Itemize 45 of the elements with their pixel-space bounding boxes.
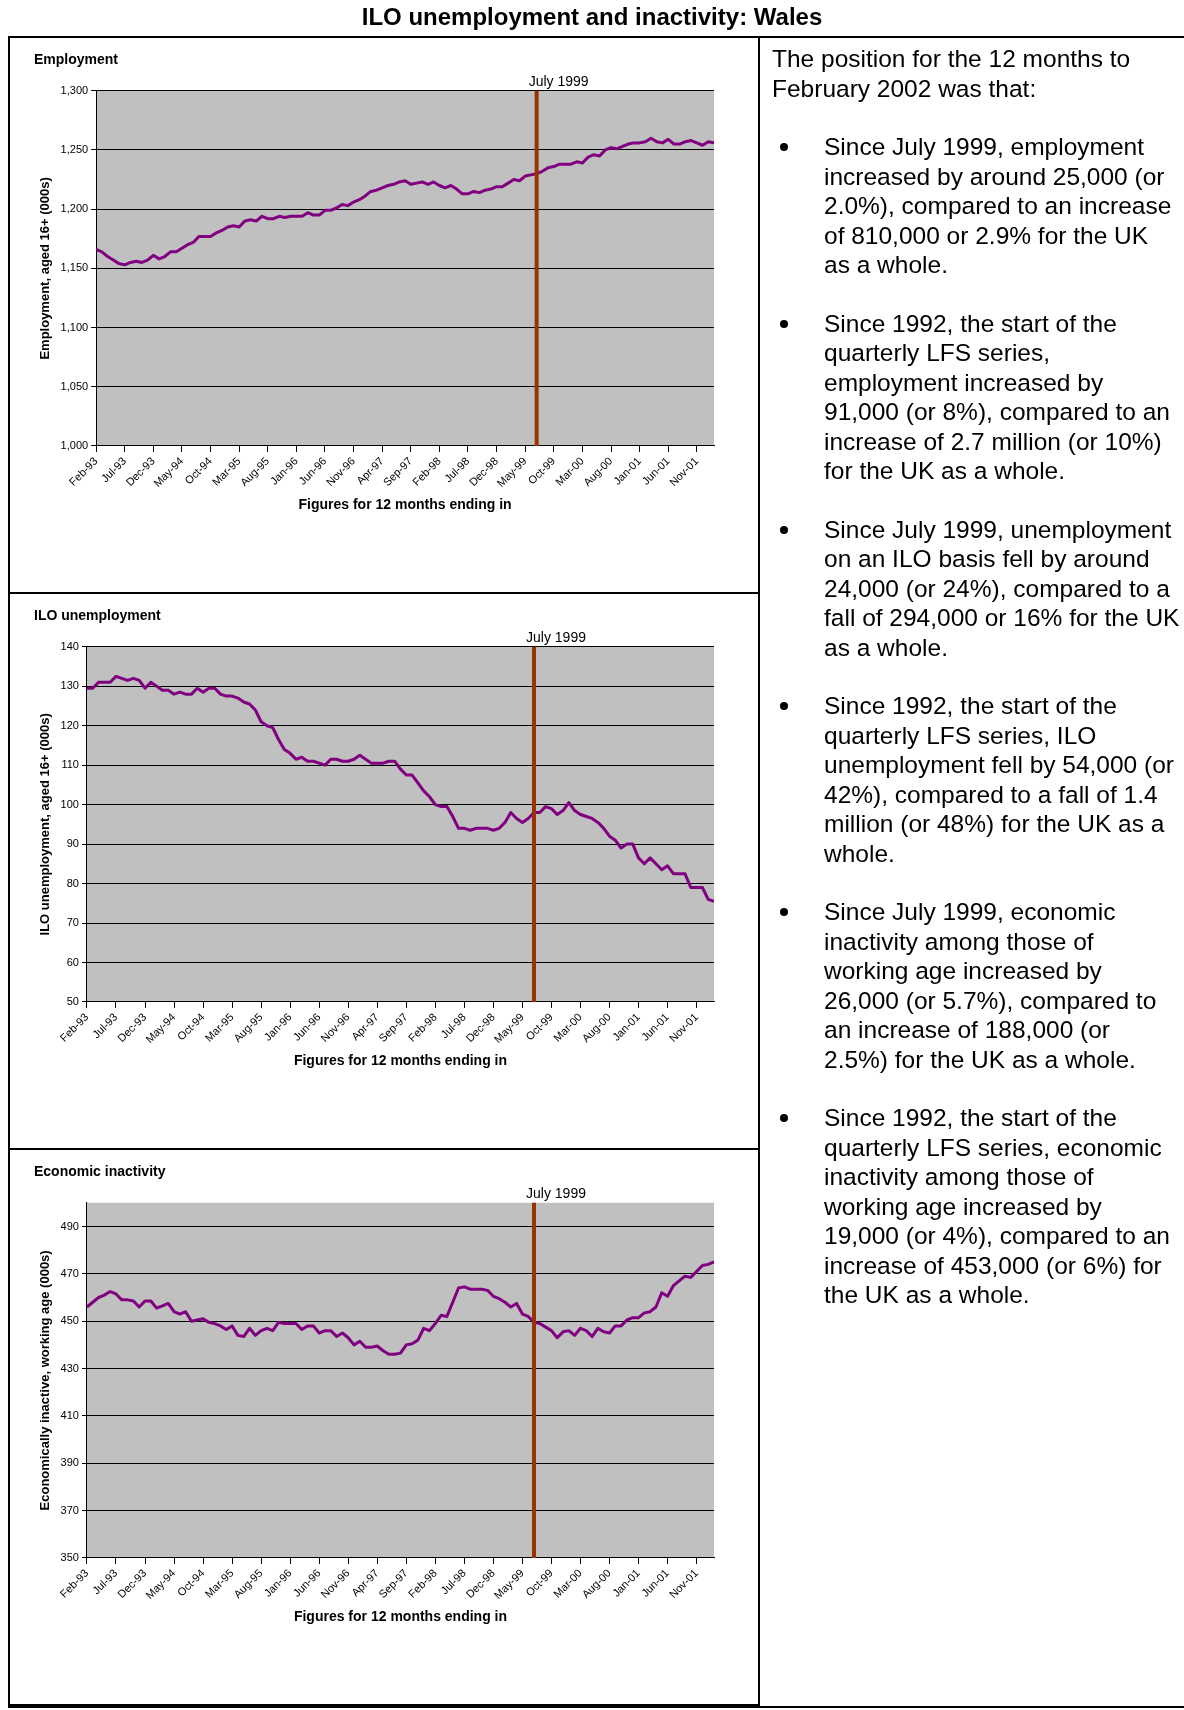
y-tick-label: 140	[60, 639, 79, 652]
text: Since 1992, the start of the quarterly LFS series, economic inactivity among those of working age increased by 19,000 (or 4%), compared to an increase of 453,000 (or 6%) for the UK as a whole.	[823, 1103, 1171, 1310]
ref-line-label: July 1999	[528, 72, 589, 89]
x-axis-title: Figures for 12 months ending in	[293, 1608, 508, 1625]
chart-title: Employment	[34, 51, 119, 68]
y-axis-title: ILO unemployment, aged 16+ (000s)	[37, 713, 53, 936]
x-axis-title: Figures for 12 months ending in	[298, 496, 512, 513]
y-tick-label: 130	[60, 679, 79, 692]
chart-title: Economic inactivity	[34, 1163, 166, 1180]
y-tick-label: 50	[66, 994, 79, 1007]
y-tick-label: 470	[60, 1266, 79, 1279]
y-axis-title: Employment, aged 16+ (000s)	[37, 177, 53, 360]
y-tick-label: 110	[61, 758, 79, 771]
y-tick-label: 100	[60, 797, 79, 810]
y-tick-label: 410	[60, 1408, 79, 1421]
text: Since July 1999, economic inactivity among those of working age increased by 26,000 (or 5.7%), compared to an increase of 188,000 (or 2.5%) for the UK as a whole.	[823, 897, 1158, 1074]
y-tick-label: 90	[66, 837, 79, 850]
y-tick-label: 1,200	[60, 202, 89, 215]
text: Since 1992, the start of the quarterly LFS series, employment increased by 91,000 (or 8%), compared to an increase of 2.7 million (or 10%) for the UK as a whole.	[823, 308, 1171, 486]
text: Since July 1999, unemployment on an ILO basis fell by around 24,000 (or 24%), compared to a fall of 294,000 or 16% for the UK as a whole.	[823, 514, 1180, 662]
chart-title: ILO unemployment	[34, 607, 162, 624]
y-tick-label: 350	[60, 1550, 79, 1563]
y-tick-label: 390	[60, 1456, 79, 1469]
ref-line-label: July 1999	[526, 1184, 587, 1201]
text: Since 1992, the start of the quarterly LFS series, ILO unemployment fell by 54,000 (or 42%), compared to a fall of 1.4 million (or 48%) for the UK as a whole.	[823, 691, 1175, 868]
y-tick-label: 1,100	[60, 320, 89, 333]
y-axis-title: Economically inactive, working age (000s)	[37, 1250, 53, 1511]
text: Since July 1999, employment increased by around 25,000 (or 2.0%), compared to an increase of 810,000 or 2.9% for the UK as a whole.	[823, 132, 1173, 280]
y-tick-label: 70	[66, 916, 79, 929]
ref-line-label: July 1999	[526, 628, 587, 645]
y-tick-label: 490	[60, 1219, 79, 1232]
y-tick-label: 60	[66, 955, 79, 968]
text: The position for the 12 months to February 2002 was that:	[772, 44, 1132, 103]
y-tick-label: 1,300	[60, 83, 89, 96]
y-tick-label: 450	[60, 1314, 79, 1327]
y-tick-label: 1,050	[60, 379, 89, 392]
x-axis-title: Figures for 12 months ending in	[293, 1052, 508, 1069]
y-tick-label: 430	[60, 1361, 79, 1374]
y-tick-label: 80	[66, 876, 79, 889]
y-tick-label: 1,250	[60, 143, 89, 156]
y-tick-label: 1,150	[60, 261, 89, 274]
text: ILO unemployment and inactivity: Wales	[360, 2, 824, 32]
y-tick-label: 370	[60, 1503, 79, 1516]
y-tick-label: 120	[60, 718, 79, 731]
y-tick-label: 1,000	[60, 438, 89, 451]
